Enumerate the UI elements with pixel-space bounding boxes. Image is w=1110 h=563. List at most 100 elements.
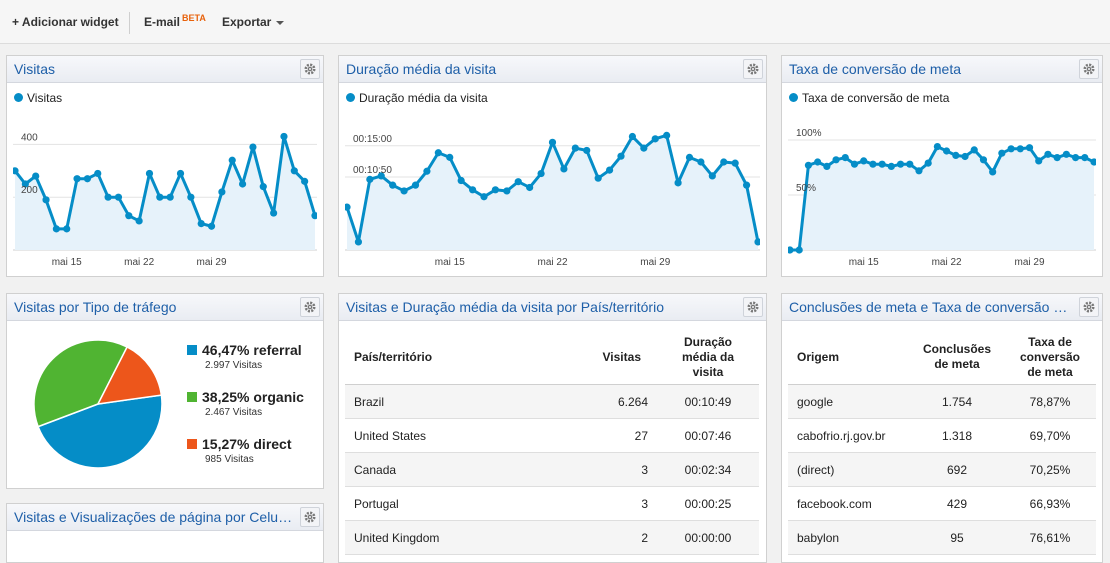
data-point <box>878 160 886 168</box>
data-point <box>850 160 859 168</box>
data-point <box>446 153 454 161</box>
data-point <box>21 180 29 188</box>
data-point <box>970 146 978 154</box>
widget-header: Visitas <box>7 56 323 83</box>
column-header-pais[interactable]: País/território <box>345 330 545 385</box>
y-tick-label: 00:10:50 <box>353 165 392 176</box>
chart-legend: Visitas <box>14 91 62 105</box>
data-point <box>869 160 877 168</box>
data-point <box>187 193 195 201</box>
gear-icon[interactable] <box>300 59 320 79</box>
widget-visitas: Visitas Visitas 400 200 mai 15 mai 22 mai 29 <box>6 55 324 277</box>
data-point <box>924 159 932 167</box>
data-point <box>125 212 133 220</box>
legend-swatch <box>187 345 197 355</box>
cell-pais: Canada <box>345 452 545 487</box>
data-point <box>998 149 1006 157</box>
data-point <box>628 132 637 141</box>
slice-visits: 2.467 Visitas <box>205 407 263 418</box>
data-point <box>583 146 591 155</box>
table-row: United States 27 00:07:46 <box>345 418 759 453</box>
slice-label: 15,27% direct <box>202 436 292 452</box>
column-header-origem[interactable]: Origem <box>788 330 910 385</box>
cell-conclusoes: 692 <box>910 452 1004 487</box>
data-point <box>457 176 465 185</box>
data-point <box>594 174 602 182</box>
cell-visitas: 2 <box>545 520 657 555</box>
table-row: babylon 95 76,61% <box>788 520 1096 555</box>
widget-title[interactable]: Taxa de conversão de meta <box>789 61 961 77</box>
data-point <box>280 132 288 141</box>
widget-title[interactable]: Visitas <box>14 61 55 77</box>
cell-origem: cabofrio.rj.gov.br <box>788 418 910 453</box>
cell-conclusoes: 429 <box>910 486 1004 521</box>
data-point <box>915 167 923 175</box>
gear-icon[interactable] <box>743 59 763 79</box>
data-point <box>832 156 840 164</box>
y-tick-label: 400 <box>21 132 38 143</box>
duracao-chart: 00:15:00 00:10:50 mai 15 mai 22 mai 29 <box>345 131 760 268</box>
cell-duracao: 00:10:49 <box>657 384 759 419</box>
gear-icon[interactable] <box>300 507 320 527</box>
x-tick-label: mai 22 <box>537 257 567 268</box>
series-area <box>347 135 758 250</box>
data-point <box>238 180 247 188</box>
legend-label: Taxa de conversão de meta <box>802 91 950 105</box>
data-point <box>207 222 216 230</box>
x-tick-label: mai 22 <box>932 257 962 268</box>
data-point <box>480 193 488 201</box>
data-point <box>354 238 363 246</box>
widget-title[interactable]: Visitas e Visualizações de página por Ce… <box>14 509 293 525</box>
widget-title[interactable]: Visitas por Tipo de tráfego <box>14 299 177 315</box>
data-point <box>301 177 309 185</box>
column-header-visitas[interactable]: Visitas <box>545 330 657 385</box>
cell-duracao: 00:07:46 <box>657 418 759 453</box>
widget-title[interactable]: Conclusões de meta e Taxa de conversão d… <box>789 299 1072 315</box>
export-dropdown[interactable]: Exportar <box>222 15 285 29</box>
table-header-row: Origem Conclusões de meta Taxa de conver… <box>788 330 1096 385</box>
add-widget-button[interactable]: + Adicionar widget <box>12 15 119 29</box>
cell-taxa: 70,25% <box>1004 452 1096 487</box>
data-point <box>156 193 164 201</box>
column-header-conclusoes[interactable]: Conclusões de meta <box>910 330 1004 385</box>
y-tick-label: 00:15:00 <box>353 134 392 145</box>
toolbar-divider <box>129 12 130 34</box>
slice-visits: 2.997 Visitas <box>205 360 263 371</box>
email-label: E-mail <box>144 15 181 29</box>
chart-legend: Taxa de conversão de meta <box>789 91 949 105</box>
legend-dot-icon <box>14 93 23 102</box>
data-point <box>1081 154 1089 162</box>
widget-title[interactable]: Duração média da visita <box>346 61 497 77</box>
legend-label: Duração média da visita <box>359 91 488 105</box>
data-point <box>674 179 682 187</box>
visitas-chart: 400 200 mai 15 mai 22 mai 29 <box>13 132 317 268</box>
widget-header: Visitas e Duração média da visita por Pa… <box>339 294 766 321</box>
cell-taxa: 66,93% <box>1004 486 1096 521</box>
data-point <box>290 167 298 175</box>
cell-duracao: 00:00:25 <box>657 486 759 521</box>
gear-icon[interactable] <box>743 297 763 317</box>
gear-icon[interactable] <box>300 297 320 317</box>
widget-title[interactable]: Visitas e Duração média da visita por Pa… <box>346 299 664 315</box>
gear-icon[interactable] <box>1079 59 1099 79</box>
cell-visitas: 3 <box>545 452 657 487</box>
data-point <box>841 154 849 162</box>
x-tick-label: mai 15 <box>849 257 879 268</box>
column-header-duracao[interactable]: Duração média da visita <box>657 330 759 385</box>
data-point <box>1035 157 1043 165</box>
x-tick-label: mai 29 <box>1015 257 1045 268</box>
column-header-taxa[interactable]: Taxa de conversão de meta <box>1004 330 1096 385</box>
data-point <box>32 172 40 180</box>
cell-conclusoes: 1.754 <box>910 384 1004 419</box>
cell-pais: United Kingdom <box>345 520 545 555</box>
cell-visitas: 3 <box>545 486 657 521</box>
data-point <box>249 143 257 151</box>
widget-header: Conclusões de meta e Taxa de conversão d… <box>782 294 1102 321</box>
export-label: Exportar <box>222 15 272 29</box>
data-point <box>933 143 941 151</box>
data-point <box>389 181 397 189</box>
data-point <box>366 175 374 183</box>
email-button[interactable]: E-mail BETA <box>144 13 206 29</box>
gear-icon[interactable] <box>1079 297 1099 317</box>
table-row: Canada 3 00:02:34 <box>345 452 759 487</box>
